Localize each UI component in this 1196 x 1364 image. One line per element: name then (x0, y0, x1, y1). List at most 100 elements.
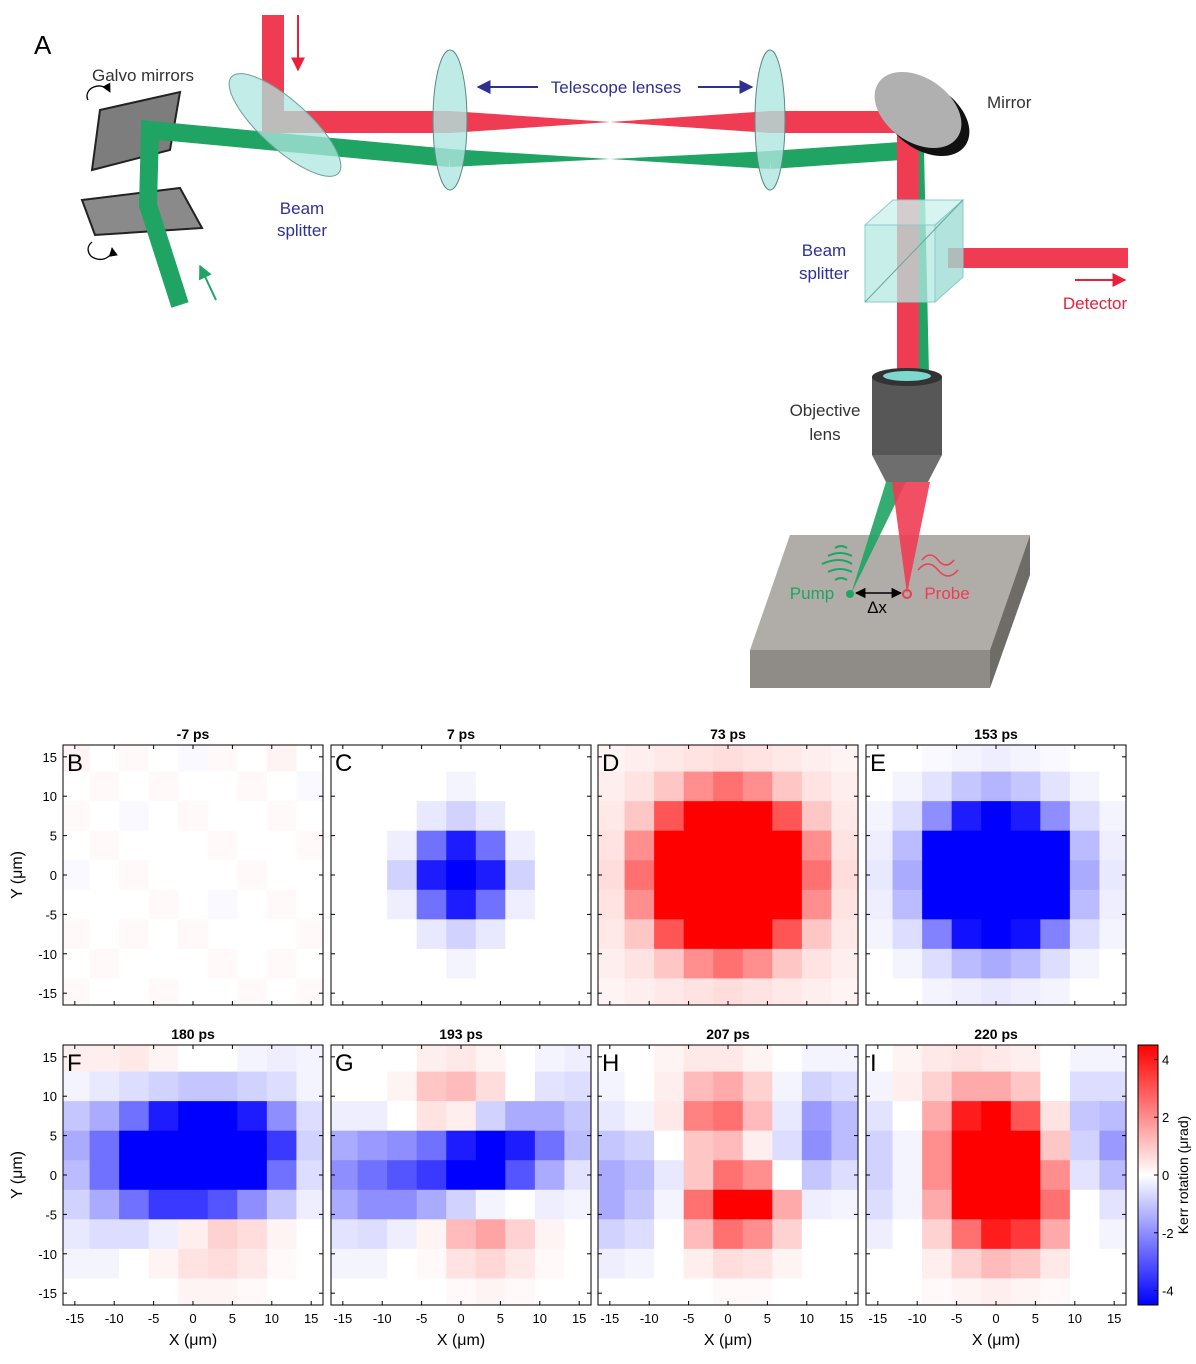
cell (63, 978, 91, 1005)
cell (892, 860, 923, 891)
cell (981, 1045, 1012, 1073)
cell (564, 889, 591, 920)
cell (951, 1219, 982, 1250)
cell (534, 1278, 565, 1305)
cell (564, 978, 591, 1005)
probe-beam (450, 111, 770, 133)
cell (772, 745, 803, 773)
cell (981, 948, 1012, 979)
cell (148, 919, 179, 950)
x-tick-label: 5 (764, 1311, 771, 1326)
cell (296, 1219, 323, 1250)
cell (892, 919, 923, 950)
beam-splitter-cube (934, 198, 964, 304)
cell (89, 745, 120, 773)
cell (178, 948, 209, 979)
cell (742, 1160, 773, 1191)
cell (505, 830, 536, 861)
cell (892, 1071, 923, 1102)
cell (1010, 860, 1041, 891)
x-tick-label: 10 (533, 1311, 547, 1326)
cell (416, 1130, 447, 1161)
cell (331, 1248, 359, 1279)
cell (951, 745, 982, 773)
cell (922, 745, 953, 773)
cell (922, 1278, 953, 1305)
cell (148, 1248, 179, 1279)
cell (772, 1160, 803, 1191)
cell (564, 830, 591, 861)
cell (387, 978, 418, 1005)
cell (446, 1101, 477, 1132)
y-tick-label: 15 (43, 1050, 57, 1065)
cell (119, 771, 150, 802)
cell (742, 1130, 773, 1161)
cell (1099, 1248, 1126, 1279)
x-tick-label: 0 (457, 1311, 464, 1326)
cell (119, 1160, 150, 1191)
cell (713, 1045, 744, 1073)
x-tick-label: -15 (868, 1311, 887, 1326)
cell (266, 771, 297, 802)
cell (446, 745, 477, 773)
cell (416, 1248, 447, 1279)
cell (772, 978, 803, 1005)
cell (296, 1278, 323, 1305)
cell (922, 889, 953, 920)
cell (357, 830, 388, 861)
cell (446, 1219, 477, 1250)
cell (357, 860, 388, 891)
x-tick-label: -10 (908, 1311, 927, 1326)
cell (148, 1278, 179, 1305)
cell (63, 745, 91, 773)
cell (981, 1248, 1012, 1279)
panel-title: 220 ps (974, 1026, 1018, 1042)
cell (475, 1278, 506, 1305)
cell (713, 745, 744, 773)
cell (598, 771, 626, 802)
cell (387, 948, 418, 979)
cell (831, 1219, 858, 1250)
cell (534, 830, 565, 861)
cell (892, 1045, 923, 1073)
cell (148, 1045, 179, 1073)
cell (416, 1219, 447, 1250)
cell (63, 771, 91, 802)
cell (892, 1248, 923, 1279)
cell (237, 1189, 268, 1220)
cell (742, 1189, 773, 1220)
cell (654, 1130, 685, 1161)
cells (598, 745, 858, 1005)
cell (534, 1189, 565, 1220)
cell (713, 860, 744, 891)
cell (178, 1219, 209, 1250)
cell (387, 771, 418, 802)
cells (866, 1045, 1126, 1305)
cell (598, 801, 626, 832)
cell (683, 1101, 714, 1132)
cell (148, 1219, 179, 1250)
cell (119, 889, 150, 920)
cell (89, 1219, 120, 1250)
cell (1069, 978, 1100, 1005)
cell (831, 1130, 858, 1161)
cell (831, 1160, 858, 1191)
cell (357, 978, 388, 1005)
cell (266, 1101, 297, 1132)
cell (237, 860, 268, 891)
cell (1069, 771, 1100, 802)
cell (801, 1071, 832, 1102)
cell (892, 1219, 923, 1250)
cell (207, 801, 238, 832)
cell (981, 745, 1012, 773)
objective-nose (872, 455, 942, 482)
cell (207, 860, 238, 891)
cell (534, 1160, 565, 1191)
cell (892, 1189, 923, 1220)
cell (683, 1278, 714, 1305)
cell (683, 860, 714, 891)
cell (831, 919, 858, 950)
cell (89, 801, 120, 832)
cell (742, 1219, 773, 1250)
cell (1040, 1045, 1071, 1073)
